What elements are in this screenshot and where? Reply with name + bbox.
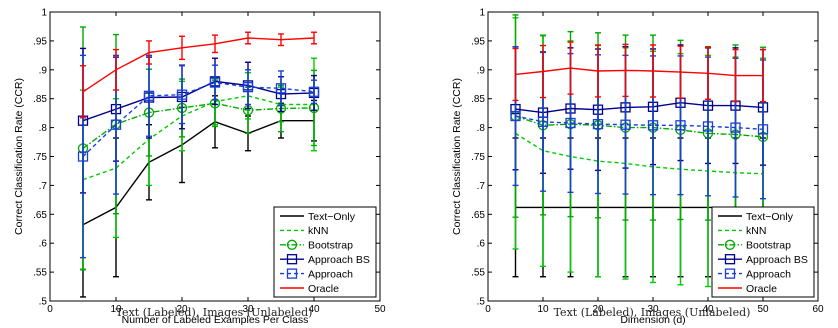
legend-marker	[286, 254, 298, 265]
legend-label: Text−Only	[746, 211, 794, 223]
y-tick-label: .6	[477, 239, 486, 250]
legend-marker	[286, 268, 298, 279]
legend-label: Approach	[308, 268, 353, 280]
series-line	[515, 132, 764, 175]
x-tick-label: 50	[757, 304, 769, 315]
x-tick-label: 40	[702, 304, 714, 315]
legend: Text−Only kNN Bootstrap Approach BS Approach…	[711, 206, 815, 298]
data-point	[702, 121, 714, 132]
y-tick-label: .55	[471, 268, 485, 279]
data-layer	[510, 14, 769, 291]
data-point	[275, 83, 287, 94]
y-tick-label: .85	[33, 94, 47, 105]
x-tick-label: 30	[647, 304, 659, 315]
series-line	[82, 102, 315, 149]
legend-label: Bootstrap	[308, 240, 353, 252]
x-tick-label: 40	[308, 304, 320, 315]
legend-box	[711, 206, 815, 298]
x-axis-label: Dimension (d)	[620, 314, 685, 326]
y-tick-label: .7	[39, 181, 48, 192]
chart-2: 0 10 20 30 40 50 60 .5 .55 .6 .65 .7 .75 .8 .85 .9 .95 1 D…	[451, 8, 824, 327]
y-tick-label: .5	[39, 297, 48, 308]
data-point	[675, 120, 686, 131]
chart-1: 0 10 20 30 40 50 .5 .55 .6 .65 .7 .75 .8 .85 .9 .95 1 Num…	[13, 8, 386, 327]
series-line	[82, 81, 315, 158]
legend-marker	[724, 254, 736, 265]
x-tick-label: 20	[592, 304, 604, 315]
legend-label: kNN	[746, 225, 766, 237]
data-point	[143, 90, 155, 101]
data-point	[592, 118, 604, 130]
data-layer	[77, 26, 320, 298]
data-point	[110, 119, 122, 130]
x-tick-label: 50	[374, 304, 386, 315]
legend-marker	[724, 239, 736, 250]
legend-label: Approach BS	[746, 254, 808, 266]
legend-marker	[286, 239, 298, 250]
y-tick-label: .65	[33, 210, 47, 221]
series-6	[512, 41, 766, 103]
legend-label: Text−Only	[308, 211, 356, 223]
data-point	[209, 77, 221, 88]
legend-label: Approach BS	[308, 254, 370, 266]
y-tick-label: .65	[471, 210, 485, 221]
x-axis-label: Number of Labeled Examples Per Class	[122, 314, 309, 326]
series-line	[515, 101, 764, 114]
x-tick-label: 0	[485, 304, 491, 315]
y-tick-label: .75	[33, 152, 47, 163]
data-point	[308, 86, 320, 97]
y-axis-label: Correct Classification Rate (CCR)	[13, 78, 25, 235]
y-tick-label: 1	[479, 8, 485, 19]
x-tick-label: 30	[242, 304, 254, 315]
legend-box	[273, 206, 377, 298]
y-tick-label: .5	[477, 297, 486, 308]
series-line	[82, 119, 314, 226]
data-point	[757, 124, 769, 135]
y-tick-label: .8	[39, 123, 48, 134]
legend-label: Oracle	[308, 283, 339, 295]
y-tick-label: .9	[477, 65, 486, 76]
x-tick-label: 10	[537, 304, 549, 315]
data-point	[620, 119, 631, 130]
caption-right: Text (Labeled), Images (Unlabeled)	[553, 306, 751, 319]
series-line	[515, 115, 764, 138]
data-point	[730, 122, 741, 133]
data-point	[510, 110, 521, 122]
y-tick-label: .95	[471, 36, 485, 47]
y-tick-label: .8	[477, 123, 486, 134]
x-tick-label: 0	[47, 304, 53, 315]
y-tick-label: .75	[471, 152, 485, 163]
x-tick-label: 60	[812, 304, 824, 315]
series-line	[82, 37, 315, 93]
data-point	[176, 89, 188, 100]
data-point	[242, 81, 254, 93]
data-point	[565, 117, 576, 129]
data-point	[537, 116, 549, 127]
x-tick-label: 10	[110, 304, 122, 315]
legend: Text−Only kNN Bootstrap Approach BS Approach…	[273, 206, 377, 298]
y-tick-label: .7	[477, 181, 486, 192]
series-6	[80, 31, 317, 119]
y-tick-label: .9	[39, 65, 48, 76]
y-tick-label: 1	[41, 8, 47, 19]
legend-label: kNN	[308, 225, 328, 237]
y-tick-label: .6	[39, 239, 48, 250]
legend-label: Bootstrap	[746, 240, 791, 252]
y-axis-label: Correct Classification Rate (CCR)	[451, 78, 463, 235]
series-line	[515, 67, 763, 77]
legend-marker	[724, 268, 736, 279]
data-point	[77, 151, 89, 162]
legend-label: Oracle	[746, 283, 777, 295]
caption-left: Text (Labeled), Images (Unlabeled)	[115, 306, 313, 319]
series-line	[515, 115, 764, 130]
y-tick-label: .55	[33, 268, 47, 279]
x-tick-label: 20	[176, 304, 188, 315]
y-tick-label: .85	[471, 94, 485, 105]
legend-label: Approach	[746, 268, 791, 280]
data-point	[647, 120, 659, 131]
y-tick-label: .95	[33, 36, 47, 47]
series-line	[82, 95, 314, 181]
